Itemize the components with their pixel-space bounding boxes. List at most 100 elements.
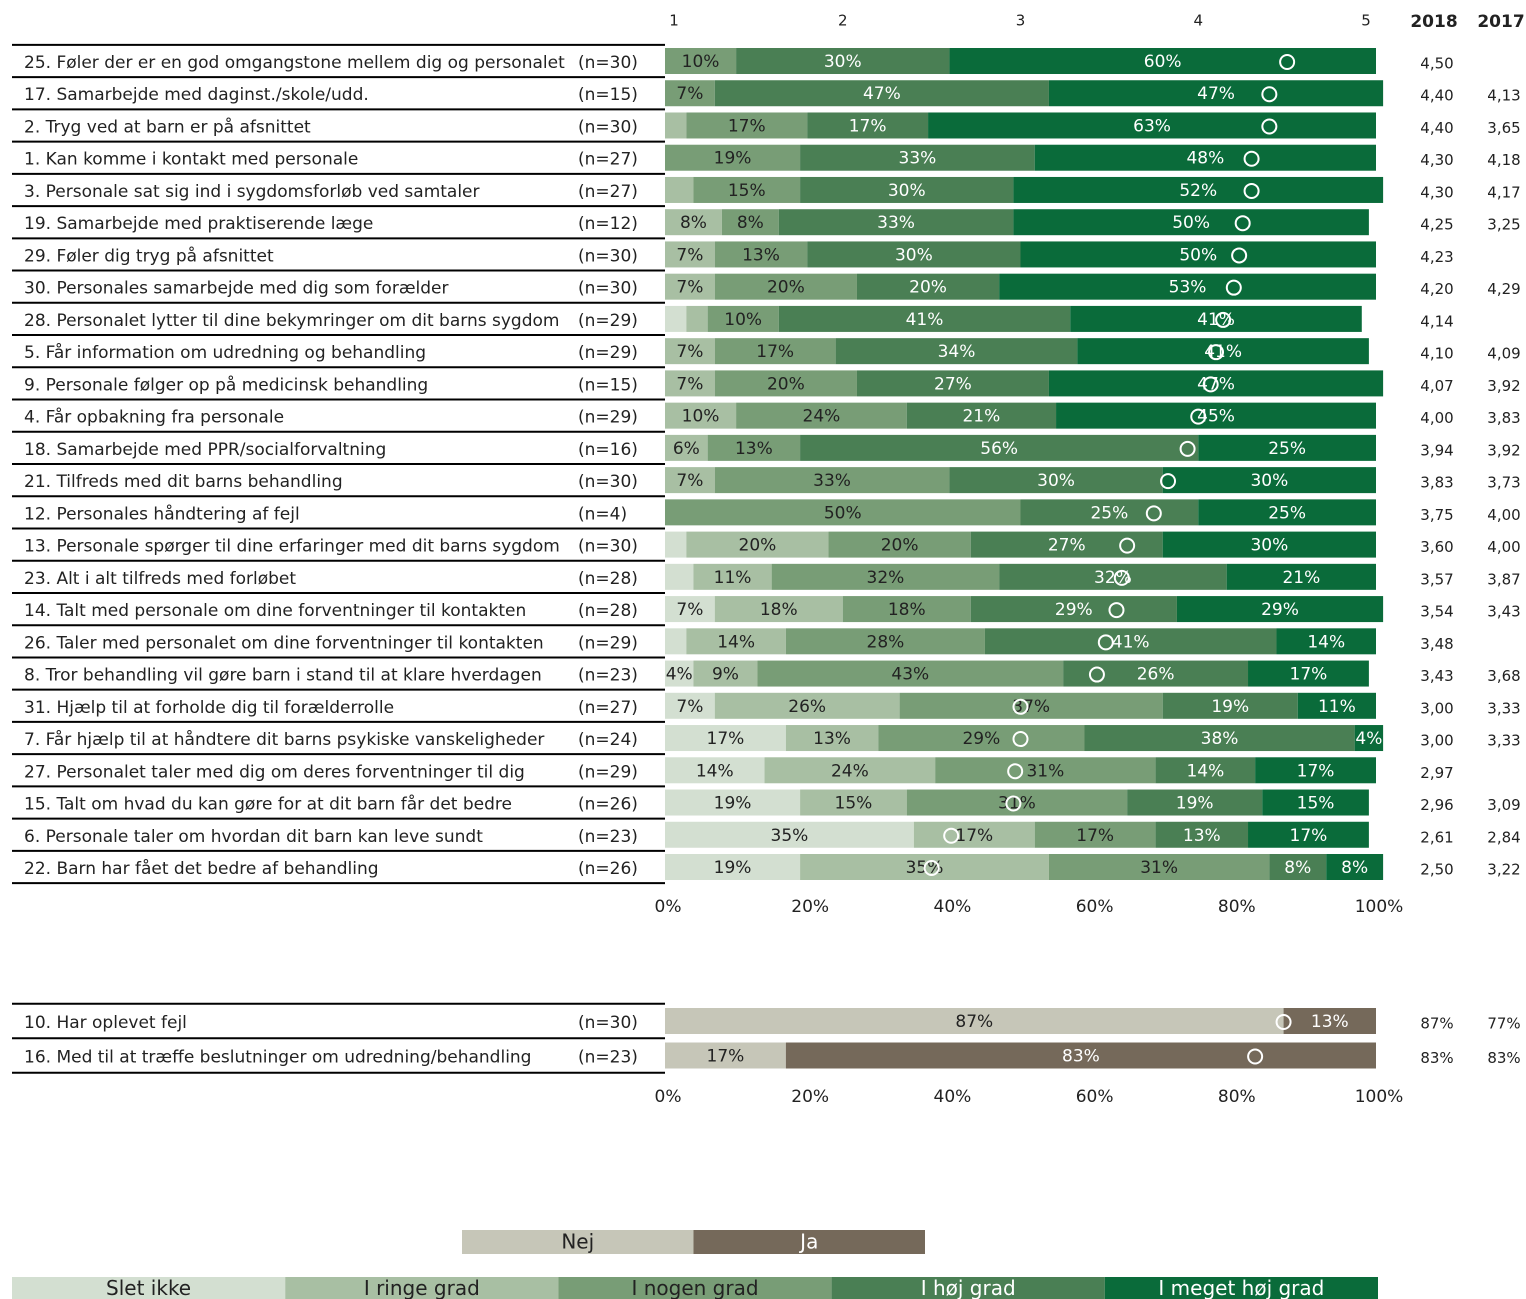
column-value: 4,30 bbox=[1420, 151, 1453, 169]
mean-marker bbox=[1012, 698, 1029, 715]
bar-segment bbox=[693, 176, 801, 203]
segment-label: 35% bbox=[771, 826, 809, 846]
mean-marker bbox=[1113, 569, 1130, 586]
bar-segment bbox=[665, 1042, 786, 1069]
bar-segment bbox=[778, 305, 1071, 332]
row-label: 12. Personales håndtering af fejl bbox=[24, 503, 300, 524]
row-n-label: (n=30) bbox=[578, 279, 638, 299]
legend-swatch bbox=[462, 1230, 694, 1254]
segment-label: 25% bbox=[1268, 503, 1306, 523]
segment-label: 14% bbox=[696, 761, 734, 781]
row-n-label: (n=29) bbox=[578, 633, 638, 653]
bar-segment bbox=[707, 305, 779, 332]
segment-label: 8% bbox=[680, 213, 707, 233]
bar-segment bbox=[665, 531, 687, 558]
segment-label: 43% bbox=[891, 665, 929, 685]
segment-label: 47% bbox=[863, 84, 901, 104]
row-label: 7. Får hjælp til at håndtere dit barns p… bbox=[24, 729, 544, 750]
bar-segment bbox=[949, 467, 1163, 494]
mean-marker bbox=[1007, 763, 1024, 780]
column-value: 4,07 bbox=[1420, 377, 1453, 395]
mean-marker bbox=[1160, 473, 1177, 490]
bar-segment bbox=[721, 209, 779, 236]
segment-label: 7% bbox=[676, 697, 703, 717]
row-n-label: (n=29) bbox=[578, 762, 638, 782]
segment-label: 30% bbox=[824, 52, 862, 72]
bar-segment bbox=[665, 338, 715, 365]
segment-label: 17% bbox=[1297, 761, 1335, 781]
mean-marker bbox=[1279, 54, 1296, 70]
x-tick-label: 40% bbox=[934, 1087, 972, 1107]
segment-label: 45% bbox=[1197, 407, 1235, 427]
segment-label: 17% bbox=[756, 342, 794, 362]
bar-segment bbox=[665, 660, 694, 687]
bar-segment bbox=[807, 112, 929, 139]
bar-segment bbox=[686, 531, 829, 558]
bar-segment bbox=[778, 209, 1014, 236]
column-value: 3,33 bbox=[1487, 699, 1520, 717]
mean-marker bbox=[1208, 344, 1225, 361]
segment-label: 17% bbox=[728, 116, 766, 136]
legend-label: Ja bbox=[798, 1230, 818, 1254]
row-n-label: (n=30) bbox=[578, 117, 638, 137]
segment-label: 14% bbox=[1307, 632, 1345, 652]
bar-segment bbox=[693, 660, 758, 687]
bar-segment bbox=[665, 467, 715, 494]
mean-marker bbox=[923, 860, 940, 876]
row-label: 31. Hjælp til at forholde dig til foræld… bbox=[24, 698, 394, 718]
segment-label: 83% bbox=[1062, 1047, 1100, 1067]
mean-marker bbox=[1243, 150, 1260, 167]
bar-segment bbox=[757, 660, 1064, 687]
bar-segment bbox=[1276, 628, 1376, 655]
segment-label: 10% bbox=[724, 310, 762, 330]
bar-segment bbox=[1127, 789, 1263, 816]
row-n-label: (n=12) bbox=[578, 214, 638, 234]
segment-label: 21% bbox=[1282, 568, 1320, 588]
legend-label: Slet ikke bbox=[106, 1276, 191, 1299]
row-n-label: (n=27) bbox=[578, 182, 638, 202]
column-value: 77% bbox=[1487, 1015, 1520, 1033]
bar-segment bbox=[785, 1042, 1376, 1069]
bar-segment bbox=[714, 370, 857, 397]
segment-label: 18% bbox=[760, 600, 798, 620]
column-value: 83% bbox=[1487, 1049, 1520, 1067]
legend-label: I nogen grad bbox=[631, 1276, 758, 1299]
mean-marker bbox=[1005, 795, 1022, 812]
bar-segment bbox=[856, 370, 1049, 397]
bar-segment bbox=[686, 628, 786, 655]
bar-segment bbox=[1262, 789, 1369, 816]
row-label: 27. Personalet taler med dig om deres fo… bbox=[24, 762, 525, 782]
bar-segment bbox=[1063, 660, 1249, 687]
segment-label: 31% bbox=[1140, 858, 1178, 878]
legend-swatch bbox=[558, 1277, 832, 1299]
bar-segment bbox=[665, 596, 715, 623]
segment-label: 14% bbox=[717, 632, 755, 652]
column-value: 3,00 bbox=[1420, 699, 1453, 717]
segment-label: 7% bbox=[676, 600, 703, 620]
segment-label: 50% bbox=[1172, 213, 1210, 233]
bar-segment bbox=[1162, 531, 1376, 558]
bar-segment bbox=[1226, 563, 1376, 590]
segment-label: 32% bbox=[1094, 568, 1132, 588]
segment-label: 38% bbox=[1201, 729, 1239, 749]
row-label: 9. Personale følger op på medicinsk beha… bbox=[24, 374, 428, 395]
column-value: 2,97 bbox=[1420, 764, 1453, 782]
bar-segment bbox=[1020, 241, 1376, 268]
row-label: 28. Personalet lytter til dine bekymring… bbox=[24, 311, 559, 331]
legend-swatch bbox=[831, 1277, 1105, 1299]
bar-segment bbox=[665, 434, 708, 461]
bar-segment bbox=[800, 176, 1014, 203]
bar-segment bbox=[1297, 692, 1376, 719]
segment-label: 15% bbox=[728, 181, 766, 201]
x-tick-label: 40% bbox=[934, 897, 972, 917]
bar-segment bbox=[828, 531, 971, 558]
legend-label: I ringe grad bbox=[364, 1276, 480, 1299]
row-n-label: (n=29) bbox=[578, 408, 638, 428]
segment-label: 7% bbox=[676, 471, 703, 491]
row-n-label: (n=30) bbox=[578, 472, 638, 492]
bar-segment bbox=[800, 434, 1199, 461]
bar-segment bbox=[1269, 854, 1327, 880]
column-value: 3,83 bbox=[1487, 409, 1520, 427]
column-value: 4,25 bbox=[1420, 216, 1453, 234]
